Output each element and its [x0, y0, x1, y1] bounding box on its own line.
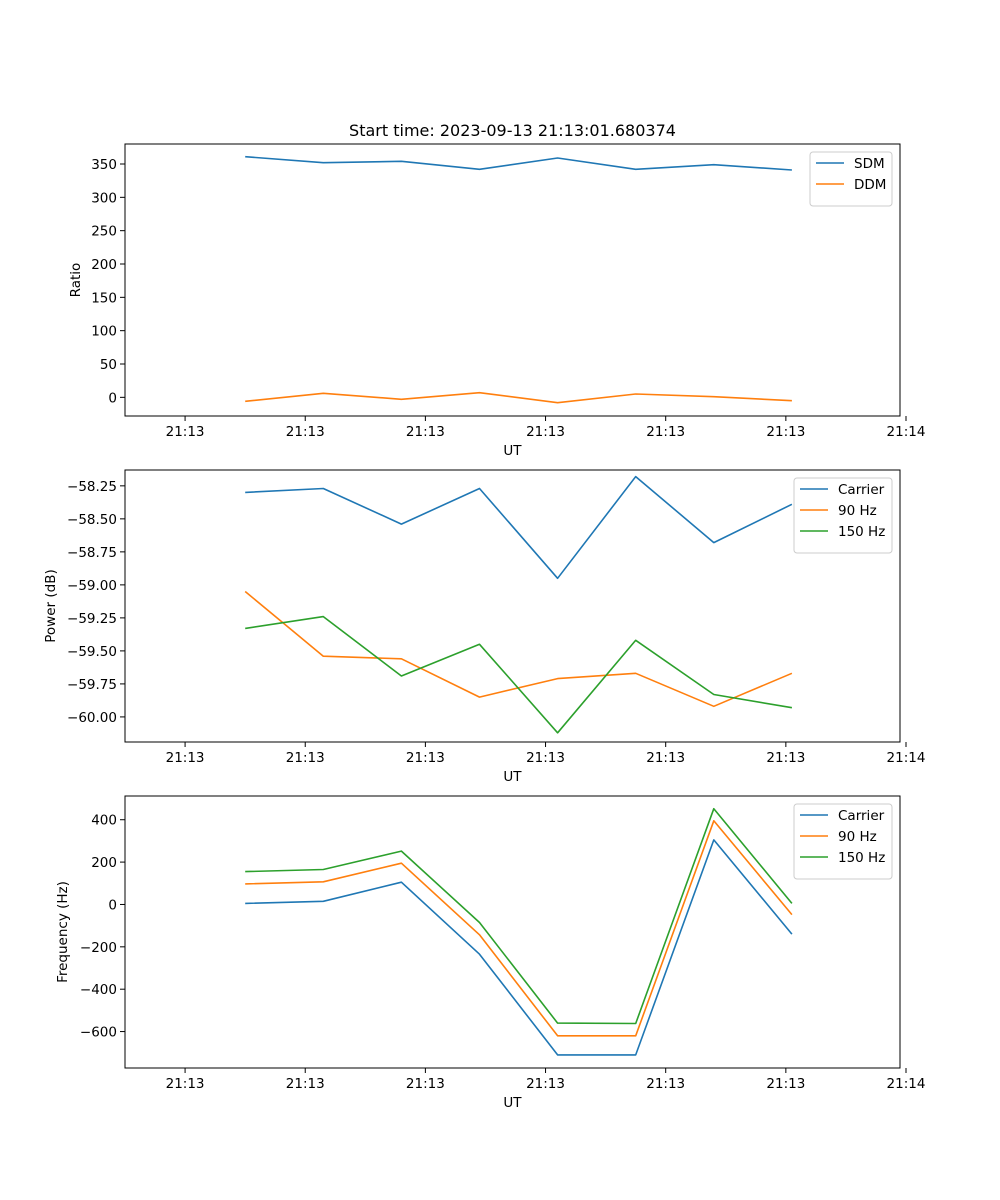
y-tick-label: 300 [91, 190, 117, 206]
y-tick-label: 150 [91, 290, 117, 306]
legend: Carrier 90 Hz 150 Hz [793, 477, 893, 554]
y-tick-label: −58.50 [67, 512, 117, 528]
x-tick-label: 21:13 [286, 424, 325, 440]
y-tick-label: 200 [91, 855, 117, 871]
y-axis-label: Ratio [68, 263, 84, 298]
y-tick-label: 50 [100, 357, 117, 373]
series-line-150-hz [245, 615, 793, 734]
x-tick-label: 21:13 [526, 1076, 565, 1092]
axes-frame [124, 795, 901, 1069]
x-tick-label: 21:13 [526, 424, 565, 440]
y-axis-label: Frequency (Hz) [55, 881, 71, 983]
series-line-carrier [245, 839, 793, 1056]
y-tick-label: −59.50 [67, 644, 117, 660]
x-tick-label: 21:13 [166, 1076, 205, 1092]
charts-container: 21:13 21:13 21:13 21:13 21:13 21:13 21:14 0 50 10… [43, 143, 926, 1111]
y-tick-label: 400 [91, 813, 117, 829]
x-tick-label: 21:13 [286, 1076, 325, 1092]
legend-label: 150 Hz [838, 850, 885, 866]
legend-box [793, 803, 893, 880]
legend-label: Carrier [838, 482, 885, 498]
y-tick-label: −200 [80, 940, 117, 956]
x-axis-label: UT [503, 769, 522, 785]
x-tick-label: 21:13 [526, 750, 565, 766]
legend-box [793, 477, 893, 554]
legend: SDM DDM [809, 151, 893, 207]
y-tick-label: 0 [108, 390, 117, 406]
x-tick-label: 21:13 [166, 750, 205, 766]
y-tick-label: 100 [91, 324, 117, 340]
chart-title: Start time: 2023-09-13 21:13:01.680374 [349, 121, 676, 140]
y-tick-label: 200 [91, 257, 117, 273]
legend-label: 90 Hz [838, 503, 877, 519]
x-tick-label: 21:13 [766, 424, 805, 440]
x-tick-label: 21:13 [646, 424, 685, 440]
x-tick-label: 21:14 [887, 424, 926, 440]
legend-box [809, 151, 893, 207]
x-tick-label: 21:13 [766, 750, 805, 766]
x-tick-label: 21:13 [766, 1076, 805, 1092]
series-line-150-hz [245, 807, 793, 1025]
y-tick-label: 350 [91, 157, 117, 173]
x-tick-label: 21:14 [887, 1076, 926, 1092]
legend-label: 90 Hz [838, 829, 877, 845]
series-line-ddm [245, 391, 792, 404]
series-line-sdm [245, 155, 792, 171]
x-tick-label: 21:13 [166, 424, 205, 440]
legend-label: Carrier [838, 808, 885, 824]
x-tick-label: 21:13 [406, 424, 445, 440]
y-tick-label: −58.75 [67, 545, 117, 561]
y-tick-label: −600 [80, 1025, 117, 1041]
x-axis-label: UT [503, 443, 522, 459]
x-tick-label: 21:14 [887, 750, 926, 766]
series-line-90-hz [245, 819, 793, 1037]
chart-panel-2: 21:13 21:13 21:13 21:13 21:13 21:13 21:14 −60.0… [43, 469, 926, 785]
y-axis-label: Power (dB) [43, 569, 59, 642]
legend-label: 150 Hz [838, 524, 885, 540]
axes-frame [124, 469, 901, 743]
x-tick-label: 21:13 [286, 750, 325, 766]
y-tick-label: −59.25 [67, 611, 117, 627]
y-tick-label: −400 [80, 982, 117, 998]
y-tick-label: 0 [108, 897, 117, 913]
chart-panel-1: 21:13 21:13 21:13 21:13 21:13 21:13 21:14 0 50 10… [68, 143, 926, 459]
x-tick-label: 21:13 [646, 750, 685, 766]
x-tick-label: 21:13 [646, 1076, 685, 1092]
series-line-carrier [245, 475, 793, 580]
legend-label: SDM [854, 156, 885, 172]
y-tick-label: −58.25 [67, 479, 117, 495]
chart-panel-3: 21:13 21:13 21:13 21:13 21:13 21:13 21:14 −600 −… [55, 795, 926, 1111]
y-tick-label: −59.00 [67, 578, 117, 594]
legend-label: DDM [854, 177, 886, 193]
axes-frame [124, 143, 901, 417]
y-tick-label: −59.75 [67, 677, 117, 693]
x-tick-label: 21:13 [406, 750, 445, 766]
legend: Carrier 90 Hz 150 Hz [793, 803, 893, 880]
x-axis-label: UT [503, 1095, 522, 1111]
y-tick-label: −60.00 [67, 710, 117, 726]
x-tick-label: 21:13 [406, 1076, 445, 1092]
y-tick-label: 250 [91, 224, 117, 240]
